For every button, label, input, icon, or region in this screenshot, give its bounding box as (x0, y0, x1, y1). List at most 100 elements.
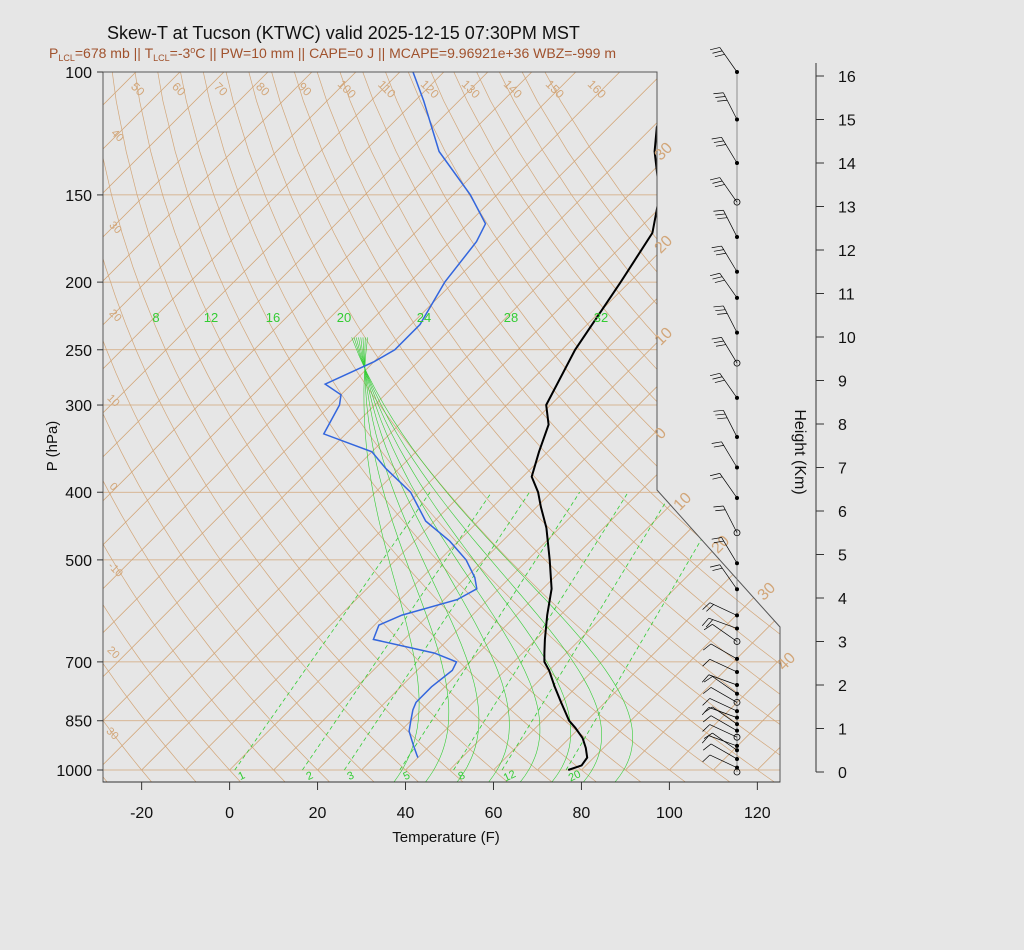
wind-barb-staff (709, 602, 738, 616)
wind-barb-staff (723, 305, 738, 333)
wind-barb-flag (702, 602, 711, 610)
wind-barb-staff (710, 643, 738, 660)
dry-adiabat (394, 72, 780, 782)
y-tick-label: 500 (65, 553, 92, 570)
wind-barb-staff (723, 92, 738, 120)
y-tick-label: 200 (65, 275, 92, 292)
wind-level-marker (735, 669, 740, 674)
wind-barb-flag (702, 698, 711, 706)
dry-adiabat (103, 72, 199, 782)
isotherm-line (103, 72, 401, 771)
dry-adiabat (103, 72, 467, 782)
isotherm-line (103, 72, 780, 771)
x-tick-label: 40 (397, 805, 415, 822)
wind-barb-flag (709, 372, 720, 377)
isotherm-line (103, 72, 445, 771)
dry-adiabat (103, 72, 512, 782)
wind-barb-flag (713, 249, 724, 252)
mixing-ratio-line (343, 492, 530, 771)
dry-adiabat (103, 72, 422, 782)
height-tick-label: 3 (838, 635, 847, 652)
dry-adiabat (306, 72, 780, 782)
mixing-ratio-line (501, 492, 673, 771)
dry-adiabat (103, 72, 289, 782)
plcl-value: 678 mb (83, 45, 130, 61)
pw-value: 10 mm (251, 45, 294, 61)
tlcl-value: -3 (178, 45, 191, 61)
wind-level-marker (733, 699, 741, 706)
isotherm-line (103, 72, 577, 771)
isotherm-label-left: -10 (105, 560, 125, 580)
height-tick-label: 15 (838, 113, 856, 130)
isotherm-label-top: 160 (585, 77, 609, 101)
wind-barb-staff (719, 564, 738, 590)
dry-adiabat (284, 72, 780, 782)
mixing-ratio-line (234, 492, 431, 771)
isotherm-line (103, 72, 357, 771)
wind-barb-staff (709, 754, 738, 768)
isotherm-line (103, 72, 621, 771)
height-tick-label: 4 (838, 591, 847, 608)
isotherm-label-right: 0 (652, 425, 670, 443)
mixing-ratio-line (453, 492, 629, 771)
wind-level-marker (735, 561, 740, 566)
wind-level-marker (733, 733, 741, 741)
wind-barb-flag (709, 47, 720, 51)
dry-adiabat (240, 72, 780, 782)
y-tick-label: 1000 (56, 763, 92, 780)
wind-barb-flag (713, 445, 724, 448)
wind-barb-flag (712, 567, 723, 571)
background-grid (103, 72, 1024, 782)
mcape-value: 9.96921e+36 (447, 45, 529, 61)
wind-barb-staff (708, 707, 738, 718)
height-axis-label: Height (Km) (791, 409, 808, 494)
isotherm-label-left: 40 (109, 127, 126, 144)
wind-barb-flag (703, 715, 712, 723)
wind-barb-staff (721, 245, 738, 272)
mixing-ratio-line (399, 492, 581, 771)
y-tick-label: 700 (65, 655, 92, 672)
wind-barb-staff (721, 441, 738, 468)
wind-barb-flag (713, 92, 724, 95)
mixing-ratio-label-bottom: 1 (236, 770, 247, 783)
isotherm-line (103, 72, 489, 771)
wind-barb-flag (709, 177, 720, 181)
wind-barb-flag (712, 276, 723, 280)
wind-barb-flag (714, 184, 725, 188)
wind-barb-staff (712, 624, 738, 642)
dry-adiabat (107, 72, 556, 782)
height-tick-label: 14 (838, 156, 856, 173)
wind-barb-staff (710, 743, 738, 760)
isotherm-label-top: 50 (128, 79, 148, 99)
dry-adiabat (129, 72, 601, 782)
wind-barb-staff (719, 47, 738, 73)
wind-barb-flag (703, 743, 712, 751)
wind-barb-flag (701, 617, 710, 626)
wind-barb-flag (715, 309, 726, 312)
mixing-ratio-label-top: 20 (337, 310, 351, 325)
wind-barb-flag (713, 540, 724, 544)
isotherm-line (889, 72, 1024, 770)
wind-barb-staff (723, 410, 738, 438)
wind-barb-flag (714, 53, 725, 58)
wind-barb-flag (712, 376, 723, 380)
dry-adiabat (173, 72, 690, 782)
wind-barb-flag (703, 643, 712, 651)
wind-barb-flag (703, 676, 713, 683)
isotherm-label-left: 30 (104, 725, 121, 742)
wind-level-marker (733, 359, 741, 367)
height-tick-label: 13 (838, 200, 856, 217)
wind-barb-flag (715, 344, 726, 347)
wind-barb-staff (719, 473, 738, 499)
wind-barb-staff (709, 698, 738, 712)
x-tick-label: 20 (309, 805, 327, 822)
wind-barb-flag (701, 707, 710, 716)
height-tick-label: 0 (838, 765, 847, 782)
isotherm-label-left: 30 (107, 219, 124, 236)
isotherm-line (625, 72, 780, 771)
mixing-ratio-label-bottom: 2 (304, 770, 315, 783)
wind-barb-flag (712, 180, 723, 184)
